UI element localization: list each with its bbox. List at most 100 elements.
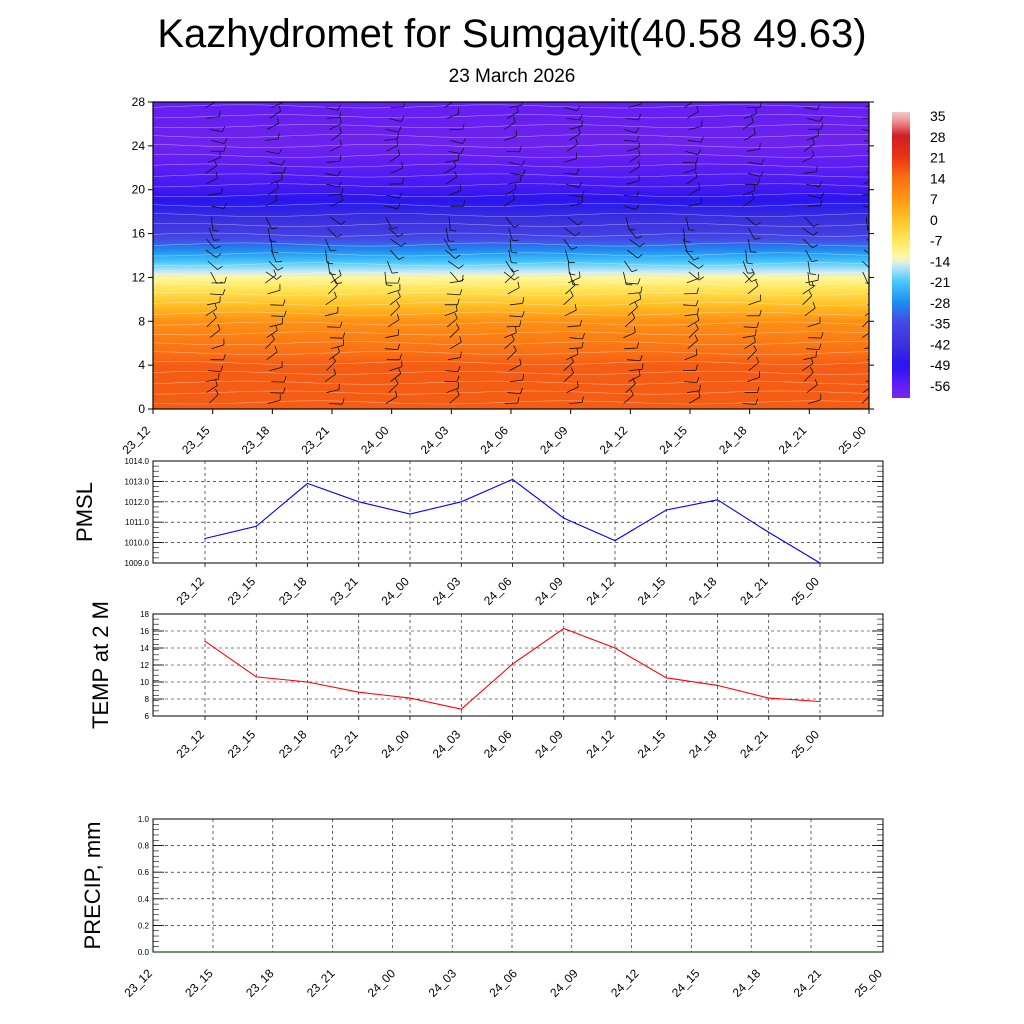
wind-barb (688, 328, 699, 338)
wind-barb-feather (696, 105, 699, 112)
wind-barb (742, 260, 748, 274)
wind-barb (807, 118, 820, 122)
wind-barb-feather (397, 291, 401, 297)
isotherm-line (153, 193, 869, 198)
wind-barb (688, 396, 701, 404)
wind-barb (682, 304, 697, 307)
isotherm-line (153, 282, 869, 286)
wind-barb-feather (571, 246, 578, 250)
wind-barb (446, 387, 459, 393)
wind-barb-feather (282, 299, 286, 306)
data-point (614, 647, 616, 649)
data-point (563, 517, 565, 519)
isotherm-line (153, 124, 869, 128)
wind-barb (743, 133, 756, 141)
wind-barb-feather (875, 160, 877, 166)
cross-section-panel: 0 4 8 12 16 20 24 28 23_12 23_15 23_18 23_21 24_00 24… (119, 95, 883, 457)
wind-barb-feather (570, 367, 575, 373)
wind-barb-feather (340, 220, 346, 225)
wind-barb-feather (341, 194, 343, 201)
wind-barb (207, 302, 220, 306)
y-tick-label: 1011.0 (125, 518, 149, 527)
wind-barb (802, 363, 814, 371)
wind-barb (744, 341, 756, 350)
wind-barb (804, 307, 816, 317)
y-tick-label: 28 (132, 95, 146, 109)
wind-barb (505, 260, 514, 273)
wind-barb (627, 359, 641, 362)
wind-barb-feather (875, 254, 880, 258)
wind-barb (807, 260, 811, 274)
wind-barb-feather (811, 260, 818, 262)
wind-barb (504, 402, 518, 404)
wind-barb-feather (282, 387, 286, 394)
wind-barb-feather (511, 251, 518, 254)
wind-barb (743, 198, 755, 207)
wind-barb-feather (751, 192, 755, 199)
wind-barb (205, 308, 217, 317)
x-tick-label: 25_00 (835, 423, 869, 457)
wind-barb-feather (217, 324, 221, 330)
wind-barb (390, 238, 402, 247)
x-tick-label: 24_09 (547, 966, 581, 1000)
wind-barb (807, 322, 821, 328)
wind-barb (447, 318, 458, 328)
y-tick-label: 1.0 (138, 815, 150, 824)
wind-barb-feather (754, 237, 761, 240)
isotherm-line (153, 341, 869, 346)
wind-barb (386, 260, 393, 274)
wind-barb-feather (880, 355, 882, 361)
wind-barb (449, 271, 460, 283)
wind-barb-feather (219, 110, 221, 117)
wind-barb (324, 107, 338, 111)
wind-barb (205, 165, 217, 174)
wind-barb (325, 183, 339, 188)
wind-barb-feather (751, 278, 758, 283)
wind-barb (863, 249, 869, 254)
wind-barb (748, 362, 760, 371)
wind-barb-feather (462, 200, 466, 207)
wind-barb (684, 313, 698, 317)
wind-barb (271, 102, 284, 108)
wind-barb-feather (695, 323, 699, 329)
wind-barb (747, 350, 757, 360)
wind-barb (446, 293, 460, 296)
wind-barb-feather (577, 221, 583, 226)
wind-barb-feather (872, 379, 874, 385)
wind-barb-feather (881, 366, 883, 372)
wind-barb (682, 238, 688, 252)
wind-barb-feather (339, 155, 342, 162)
wind-barb-feather (459, 289, 463, 296)
wind-barb-feather (634, 326, 636, 333)
wind-barb (864, 312, 869, 317)
wind-barb-feather (693, 95, 695, 101)
wind-barb-feather (759, 309, 762, 316)
wind-barb (509, 172, 523, 176)
y-tick-label: 10 (140, 678, 149, 687)
wind-barb (504, 135, 517, 141)
y-tick-label: 0.0 (138, 948, 150, 957)
x-tick-label: 23_12 (121, 966, 155, 1000)
wind-barb (448, 150, 462, 154)
wind-barb (445, 370, 459, 372)
wind-barb (867, 161, 869, 163)
wind-barb-feather (276, 181, 279, 188)
wind-barb (743, 113, 757, 119)
wind-barb-feather (637, 254, 643, 259)
x-tick-label: 23_21 (327, 574, 361, 608)
wind-barb (271, 172, 285, 174)
wind-barb (569, 337, 583, 340)
wind-barb (385, 216, 392, 229)
x-tick-label: 24_00 (378, 727, 412, 761)
wind-barb-feather (631, 269, 638, 273)
data-point (511, 478, 514, 480)
wind-barb-feather (329, 273, 336, 276)
wind-barb (385, 334, 399, 339)
wind-barb (862, 387, 869, 393)
x-tick-label: 23_18 (243, 966, 277, 1000)
wind-barb-feather (339, 111, 342, 118)
wind-barb (509, 379, 523, 382)
wind-barb (327, 227, 338, 238)
wind-barb-feather (574, 304, 577, 311)
wind-barb (324, 172, 338, 177)
